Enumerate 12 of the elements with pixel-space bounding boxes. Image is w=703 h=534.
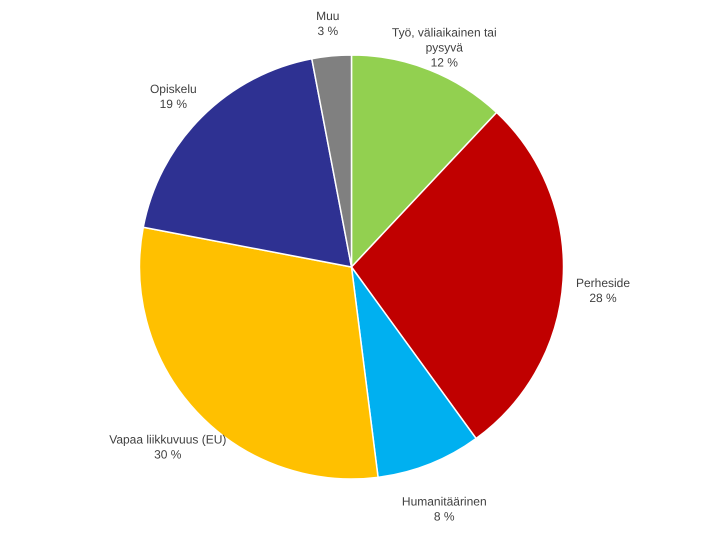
data-label: 30 % xyxy=(154,448,182,462)
data-label: 8 % xyxy=(434,509,455,524)
data-label: 28 % xyxy=(589,290,618,305)
data-label: 12 % xyxy=(430,56,458,70)
data-label: 3 % xyxy=(317,24,338,38)
slice-label: Opiskelu xyxy=(150,82,197,96)
slice-label: Vapaa liikkuvuus (EU) xyxy=(109,432,226,447)
slice-label: Muu xyxy=(316,9,340,24)
slice-label: Humanitäärinen xyxy=(402,494,487,508)
slice-label: Perheside xyxy=(576,276,630,290)
data-label: 19 % xyxy=(160,96,188,111)
slice-label: Työ, väliaikainen tai pysyvä xyxy=(392,26,497,55)
